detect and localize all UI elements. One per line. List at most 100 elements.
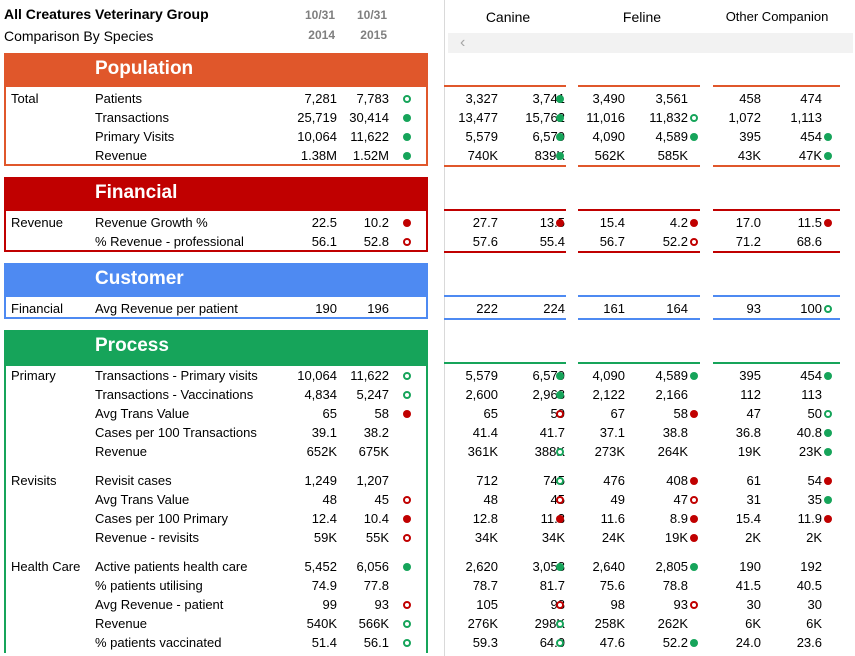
- other-value-2014: 93: [746, 301, 761, 316]
- canine-value-2014: 57.6: [472, 234, 498, 249]
- section-title-customer: Customer: [95, 268, 184, 289]
- metric-label: Transactions: [95, 110, 169, 125]
- other-value-2015: 47K: [798, 148, 822, 163]
- status-dot-green-hollow-icon: [403, 620, 411, 628]
- feline-status-dot-green-filled-icon: [690, 372, 698, 380]
- value-2015: 52.8: [363, 234, 389, 249]
- period2-month: 10/31: [356, 8, 387, 22]
- feline-value-2015: 38.8: [662, 425, 688, 440]
- canine-value-2014: 48: [483, 492, 498, 507]
- canine-status-dot-green-filled-icon: [556, 152, 564, 160]
- group-top-line-customer-canine: [444, 295, 566, 297]
- group-bottom-line-financial-other: [713, 251, 840, 253]
- value-2014: 56.1: [311, 234, 337, 249]
- feline-value-2015: 19K: [664, 530, 688, 545]
- value-2014: 190: [315, 301, 337, 316]
- value-2014: 652K: [306, 444, 337, 459]
- other-status-dot-red-filled-icon: [824, 477, 832, 485]
- canine-status-dot-red-filled-icon: [556, 219, 564, 227]
- other-value-2014: 395: [739, 129, 761, 144]
- other-value-2014: 36.8: [735, 425, 761, 440]
- feline-value-2015: 264K: [657, 444, 688, 459]
- category-label: Financial: [11, 301, 64, 316]
- group-bottom-line-customer-feline: [578, 318, 700, 320]
- status-dot-green-hollow-icon: [403, 391, 411, 399]
- canine-status-dot-red-hollow-icon: [556, 601, 564, 609]
- other-value-2015: 23.6: [796, 635, 822, 650]
- metric-label: Patients: [95, 91, 142, 106]
- other-value-2014: 395: [739, 368, 761, 383]
- canine-status-dot-green-filled-icon: [556, 563, 564, 571]
- other-status-dot-green-filled-icon: [824, 372, 832, 380]
- feline-value-2014: 15.4: [599, 215, 625, 230]
- feline-value-2015: 93: [673, 597, 688, 612]
- metric-label: Avg Trans Value: [95, 406, 190, 421]
- other-status-dot-green-filled-icon: [824, 133, 832, 141]
- feline-value-2015: 408: [666, 473, 688, 488]
- feline-value-2014: 2,640: [592, 559, 625, 574]
- other-value-2015: 40.8: [796, 425, 822, 440]
- report-title: All Creatures Veterinary Group: [4, 6, 209, 22]
- value-2015: 56.1: [363, 635, 389, 650]
- value-2014: 74.9: [311, 578, 337, 593]
- value-2014: 65: [322, 406, 337, 421]
- feline-value-2015: 4,589: [655, 368, 688, 383]
- group-header-feline: Feline: [622, 9, 662, 25]
- canine-value-2014: 2,600: [465, 387, 498, 402]
- canine-value-2014: 276K: [467, 616, 498, 631]
- group-top-line-financial-canine: [444, 209, 566, 211]
- feline-value-2014: 273K: [594, 444, 625, 459]
- feline-value-2015: 47: [673, 492, 688, 507]
- other-status-dot-red-filled-icon: [824, 219, 832, 227]
- canine-value-2014: 34K: [474, 530, 498, 545]
- canine-value-2014: 2,620: [465, 559, 498, 574]
- canine-status-dot-green-filled-icon: [556, 391, 564, 399]
- section-title-population: Population: [95, 58, 194, 79]
- feline-status-dot-red-hollow-icon: [690, 601, 698, 609]
- other-value-2014: 71.2: [735, 234, 761, 249]
- group-top-line-customer-other: [713, 295, 840, 297]
- metric-label: Avg Revenue per patient: [95, 301, 238, 316]
- other-value-2014: 43K: [737, 148, 761, 163]
- metric-label: Revisit cases: [95, 473, 172, 488]
- group-top-line-population-other: [713, 85, 840, 87]
- other-value-2014: 190: [739, 559, 761, 574]
- group-bottom-line-customer-other: [713, 318, 840, 320]
- group-top-line-financial-feline: [578, 209, 700, 211]
- value-2014: 48: [322, 492, 337, 507]
- other-value-2014: 19K: [737, 444, 761, 459]
- pane-divider[interactable]: [444, 0, 445, 656]
- metric-label: Primary Visits: [95, 129, 175, 144]
- other-status-dot-green-filled-icon: [824, 152, 832, 160]
- feline-value-2014: 476: [603, 473, 625, 488]
- value-2015: 6,056: [356, 559, 389, 574]
- value-2015: 566K: [358, 616, 389, 631]
- other-value-2014: 31: [746, 492, 761, 507]
- value-2015: 93: [374, 597, 389, 612]
- group-top-line-financial-other: [713, 209, 840, 211]
- canine-status-dot-red-filled-icon: [556, 515, 564, 523]
- scroll-left-arrow-icon[interactable]: ‹: [460, 34, 466, 51]
- canine-value-2014: 222: [476, 301, 498, 316]
- other-value-2014: 41.5: [735, 578, 761, 593]
- feline-value-2014: 24K: [601, 530, 625, 545]
- canine-value-2015: 81.7: [539, 578, 565, 593]
- canine-value-2014: 712: [476, 473, 498, 488]
- canine-value-2014: 41.4: [472, 425, 498, 440]
- other-value-2014: 2K: [745, 530, 761, 545]
- value-2015: 55K: [365, 530, 389, 545]
- period2-year: 2015: [360, 28, 387, 42]
- horizontal-scroll-track[interactable]: [448, 33, 853, 53]
- period1-month: 10/31: [304, 8, 335, 22]
- metric-label: Revenue - revisits: [95, 530, 200, 545]
- other-value-2014: 458: [739, 91, 761, 106]
- value-2015: 77.8: [363, 578, 389, 593]
- section-body-customer: [4, 297, 428, 319]
- feline-status-dot-red-filled-icon: [690, 219, 698, 227]
- canine-value-2015: 34K: [541, 530, 565, 545]
- other-status-dot-green-filled-icon: [824, 429, 832, 437]
- value-2015: 7,783: [356, 91, 389, 106]
- value-2014: 7,281: [304, 91, 337, 106]
- value-2015: 30,414: [349, 110, 389, 125]
- other-status-dot-red-filled-icon: [824, 515, 832, 523]
